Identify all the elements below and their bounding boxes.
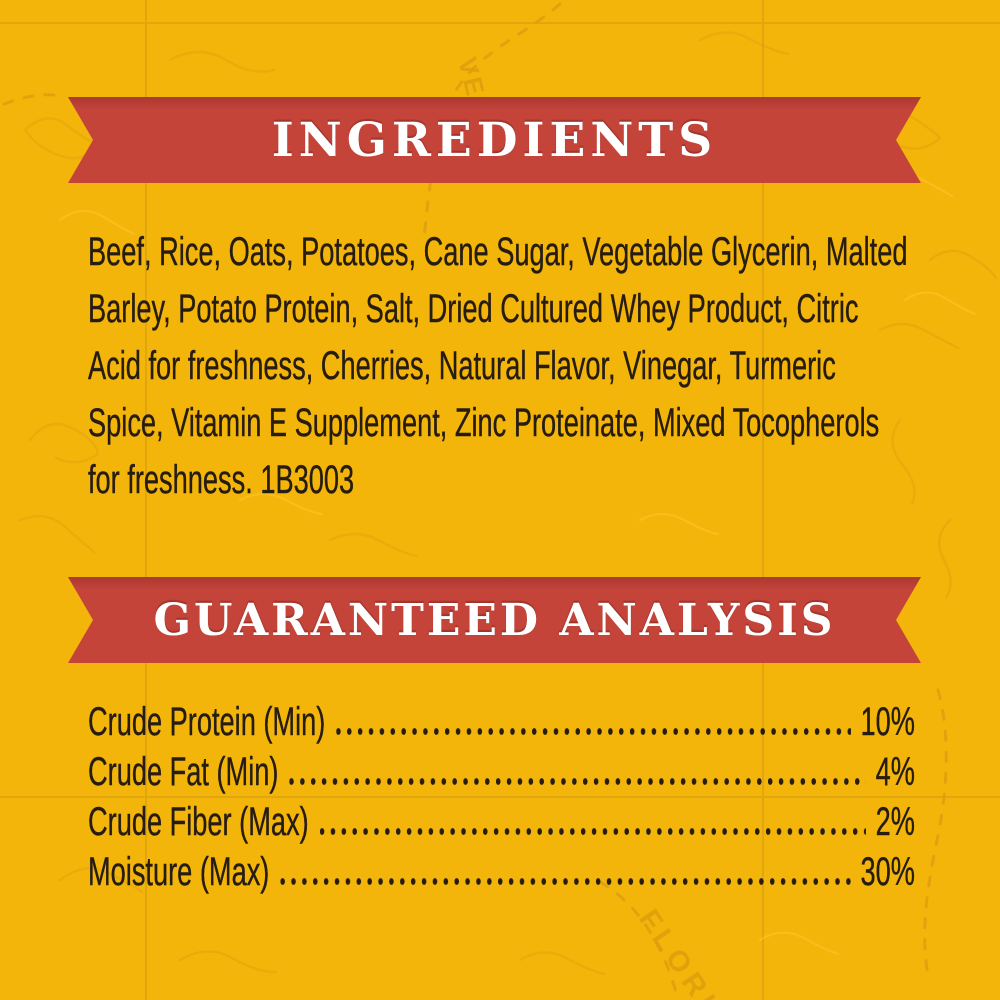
- ingredients-line: Acid for freshness, Cherries, Natural Fl…: [88, 344, 836, 388]
- ingredients-line: Barley, Potato Protein, Salt, Dried Cult…: [88, 287, 859, 331]
- map-contour-highlights: [58, 169, 977, 956]
- dot-leader: [289, 777, 867, 786]
- analysis-value: 2%: [875, 800, 915, 844]
- ingredients-text: Beef, Rice, Oats, Potatoes, Cane Sugar, …: [88, 224, 915, 509]
- analysis-row: Moisture (Max) 30%: [88, 845, 915, 895]
- guaranteed-analysis-banner: GUARANTEED ANALYSIS: [68, 577, 921, 663]
- analysis-label: Moisture (Max): [88, 850, 270, 894]
- analysis-value: 10%: [860, 700, 915, 744]
- analysis-label: Crude Fiber (Max): [88, 800, 309, 844]
- analysis-value: 4%: [875, 750, 915, 794]
- analysis-row: Crude Fiber (Max) 2%: [88, 795, 915, 845]
- map-trail-paths: [2, 2, 948, 1000]
- analysis-row: Crude Protein (Min) 10%: [88, 695, 915, 745]
- ingredients-banner: INGREDIENTS: [68, 97, 921, 183]
- map-label-florida: FLORIDA: [632, 904, 754, 1000]
- ingredients-line: Beef, Rice, Oats, Potatoes, Cane Sugar, …: [88, 230, 908, 274]
- analysis-row: Crude Fat (Min) 4%: [88, 745, 915, 795]
- dot-leader: [280, 877, 851, 886]
- ingredients-line: for freshness. 1B3003: [88, 458, 355, 502]
- guaranteed-analysis-table: Crude Protein (Min) 10% Crude Fat (Min) …: [88, 695, 915, 895]
- analysis-label: Crude Fat (Min): [88, 750, 279, 794]
- guaranteed-analysis-title: GUARANTEED ANALYSIS: [153, 594, 836, 646]
- analysis-value: 30%: [860, 850, 915, 894]
- ingredients-line: Spice, Vitamin E Supplement, Zinc Protei…: [88, 401, 880, 445]
- ingredients-title: INGREDIENTS: [271, 112, 718, 168]
- map-contour-lines: [18, 31, 998, 976]
- analysis-label: Crude Protein (Min): [88, 700, 326, 744]
- dot-leader: [319, 827, 867, 836]
- dot-leader: [336, 727, 851, 736]
